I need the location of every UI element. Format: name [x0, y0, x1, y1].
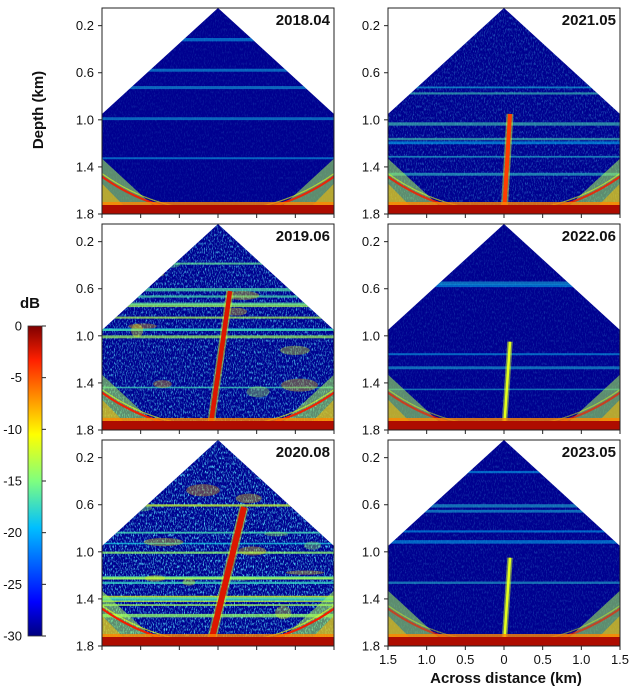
panel-date-label: 2020.08: [276, 444, 330, 461]
y-tick-label: 0.2: [362, 234, 380, 249]
x-tick-label: 1.5: [379, 652, 397, 667]
x-tick-label: 0.5: [534, 652, 552, 667]
panel-2021.05: 2021.05 0.2 0.6 1.0 1.4 1.8: [362, 7, 621, 222]
x-axis-ticks: 1.5 1.0 0.5 0 0.5 1.0 1.5: [379, 646, 629, 667]
x-axis-ticks: [101, 646, 335, 650]
x-tick-label: 0: [500, 652, 507, 667]
y-tick-label: 0.6: [76, 497, 94, 512]
panel-date-label: 2021.05: [562, 12, 616, 29]
y-tick-label: 1.8: [76, 639, 94, 654]
y-tick-label: 0.6: [362, 497, 380, 512]
y-tick-label: 0.2: [76, 234, 94, 249]
x-tick-label: 0.5: [456, 652, 474, 667]
y-tick-label: 0.6: [76, 65, 94, 80]
panel-2022.06: 2022.06 0.2 0.6 1.0 1.4 1.8: [362, 223, 621, 438]
y-axis-ticks: 0.2 0.6 1.0 1.4 1.8: [76, 450, 102, 654]
y-tick-label: 1.4: [76, 591, 94, 606]
y-axis-title: Depth (km): [30, 71, 47, 149]
y-tick-label: 1.8: [362, 423, 380, 438]
y-tick-label: 1.0: [76, 544, 94, 559]
colorbar-tick-label: -30: [3, 629, 22, 644]
y-tick-label: 1.8: [76, 207, 94, 222]
y-tick-label: 0.6: [362, 281, 380, 296]
colorbar-title: dB: [20, 295, 40, 312]
y-tick-label: 1.4: [362, 159, 380, 174]
y-tick-label: 0.2: [362, 18, 380, 33]
panel-2018.04: 2018.04 0.2 0.6 1.0 1.4 1.8: [76, 7, 335, 222]
colorbar-tick-label: 0: [15, 319, 22, 334]
y-tick-label: 1.0: [362, 112, 380, 127]
x-tick-label: 1.0: [572, 652, 590, 667]
y-tick-label: 1.8: [362, 639, 380, 654]
y-tick-label: 1.4: [362, 375, 380, 390]
panel-date-label: 2023.05: [562, 444, 616, 461]
x-axis-ticks: [101, 430, 335, 434]
y-tick-label: 1.8: [362, 207, 380, 222]
y-tick-label: 1.8: [76, 423, 94, 438]
colorbar-tick-label: -20: [3, 525, 22, 540]
colorbar-tick-label: -25: [3, 577, 22, 592]
y-tick-label: 0.6: [76, 281, 94, 296]
y-tick-label: 1.4: [362, 591, 380, 606]
y-axis-ticks: 0.2 0.6 1.0 1.4 1.8: [76, 18, 102, 222]
y-tick-label: 0.2: [76, 18, 94, 33]
panels-layer: 2018.040.20.61.01.41.82021.050.20.61.01.…: [76, 7, 629, 667]
y-tick-label: 1.0: [362, 544, 380, 559]
colorbar-tick-label: -10: [3, 422, 22, 437]
y-tick-label: 1.0: [76, 112, 94, 127]
y-tick-label: 1.0: [76, 328, 94, 343]
y-axis-ticks: 0.2 0.6 1.0 1.4 1.8: [362, 18, 388, 222]
y-tick-label: 0.6: [362, 65, 380, 80]
panel-date-label: 2018.04: [276, 12, 331, 29]
x-tick-label: 1.0: [418, 652, 436, 667]
x-axis-ticks: [387, 214, 621, 218]
panel-2019.06: 2019.06 0.2 0.6 1.0 1.4 1.8: [76, 223, 335, 438]
x-axis-title: Across distance (km): [430, 670, 582, 687]
x-axis-ticks: [387, 430, 621, 434]
y-tick-label: 1.0: [362, 328, 380, 343]
y-tick-label: 1.4: [76, 159, 94, 174]
panel-date-label: 2022.06: [562, 228, 616, 245]
y-tick-label: 0.2: [76, 450, 94, 465]
colorbar-tick-label: -15: [3, 474, 22, 489]
panel-date-label: 2019.06: [276, 228, 330, 245]
y-axis-ticks: 0.2 0.6 1.0 1.4 1.8: [362, 450, 388, 654]
colorbar-gradient: [27, 325, 43, 637]
colorbar-ticks: 0 -5 -10 -15 -20 -25 -30: [3, 319, 46, 644]
panel-2020.08: 2020.08 0.2 0.6 1.0 1.4 1.8: [76, 439, 335, 654]
y-tick-label: 0.2: [362, 450, 380, 465]
x-axis-ticks: [101, 214, 335, 218]
x-tick-label: 1.5: [611, 652, 629, 667]
panel-2023.05: 2023.050.20.61.01.41.81.5 1.0 0.5 0 0.5 1.0 1.…: [362, 439, 629, 667]
y-tick-label: 1.4: [76, 375, 94, 390]
y-axis-ticks: 0.2 0.6 1.0 1.4 1.8: [76, 234, 102, 438]
colorbar: dB 0 -5 -10 -15 -20 -25 -30: [3, 295, 46, 644]
colorbar-tick-label: -5: [10, 370, 22, 385]
y-axis-ticks: 0.2 0.6 1.0 1.4 1.8: [362, 234, 388, 438]
